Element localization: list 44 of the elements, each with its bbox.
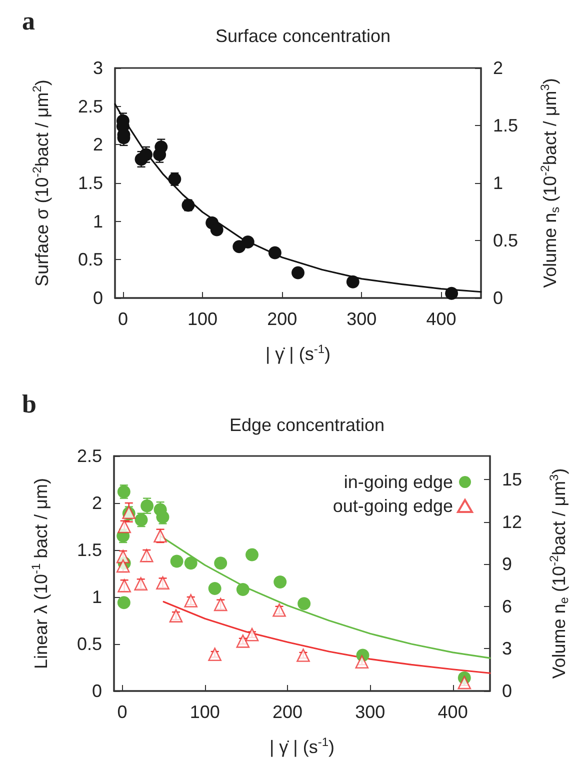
x-tick-label: 400 xyxy=(426,309,456,329)
y2-axis-title: Volume ne (10-2bact / μm3) xyxy=(547,468,571,679)
y2-tick-label: 0 xyxy=(493,288,504,308)
y2-tick-label: 6 xyxy=(502,596,512,616)
y2-tick-label: 2 xyxy=(493,58,504,78)
x-tick-label: 200 xyxy=(267,309,298,329)
y-tick-label: 1.5 xyxy=(76,540,102,560)
y-tick-label: 1.5 xyxy=(78,173,103,193)
x-tick-label: 300 xyxy=(346,309,377,329)
text: b xyxy=(22,390,36,418)
x-tick-label: 100 xyxy=(190,702,220,722)
y-tick-label: 0 xyxy=(92,288,103,308)
legend-label: out-going edge xyxy=(332,496,453,516)
y-tick-label: 0.5 xyxy=(76,634,102,654)
legend-label: in-going edge xyxy=(344,472,453,492)
y-tick-label: 2 xyxy=(92,134,103,155)
y-tick-label: 2 xyxy=(92,493,102,513)
text: a xyxy=(22,6,35,36)
x-tick-label: 400 xyxy=(438,702,468,722)
x-tick-label: 0 xyxy=(117,702,128,722)
x-tick-label: 100 xyxy=(188,309,218,329)
chart-title: Surface concentration xyxy=(215,26,391,46)
y2-tick-label: 1.5 xyxy=(493,116,518,136)
y-axis-title: Surface σ (10-2bact / μm2) xyxy=(30,80,52,286)
y2-tick-label: 9 xyxy=(502,554,512,574)
y-tick-label: 2.5 xyxy=(78,96,103,116)
x-tick-label: 300 xyxy=(355,702,386,722)
y-tick-label: 1 xyxy=(92,211,103,232)
y2-tick-label: 12 xyxy=(502,512,522,532)
y-tick-label: 3 xyxy=(92,58,103,78)
y2-tick-label: 15 xyxy=(502,470,522,490)
y-tick-label: 0.5 xyxy=(78,250,103,270)
y2-axis-title: Volume ns (10-2bact / μm3) xyxy=(538,78,562,288)
y-tick-label: 1 xyxy=(92,587,102,607)
y2-tick-label: 1 xyxy=(493,173,504,193)
y-tick-label: 2.5 xyxy=(76,446,102,466)
y2-tick-label: 3 xyxy=(502,638,512,659)
y2-tick-label: 0 xyxy=(502,681,512,701)
y-tick-label: 0 xyxy=(92,681,102,701)
x-tick-label: 200 xyxy=(272,702,303,722)
x-tick-label: 0 xyxy=(118,309,128,329)
y-axis-title: Linear λ (10-1 bact / μm) xyxy=(29,478,51,670)
y2-tick-label: 0.5 xyxy=(493,230,518,250)
chart-title: Edge concentration xyxy=(229,415,385,435)
